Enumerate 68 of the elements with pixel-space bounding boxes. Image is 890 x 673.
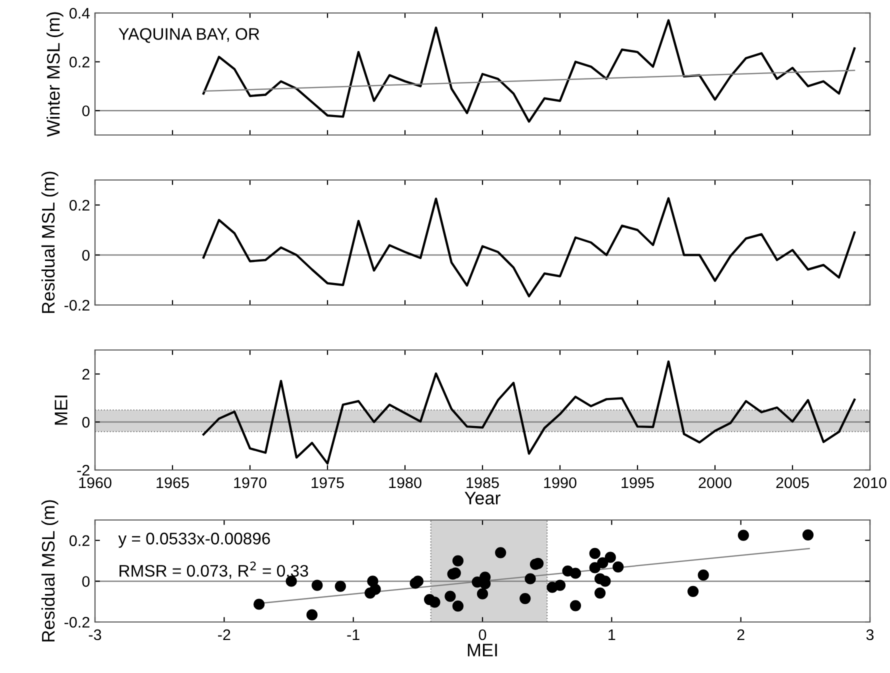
x-tick-label: 1985 bbox=[466, 477, 499, 488]
x-tick-label: 1995 bbox=[622, 477, 654, 488]
x-tick-label: 2000 bbox=[698, 477, 732, 488]
point bbox=[476, 588, 488, 600]
point bbox=[444, 590, 456, 602]
x-tick-label: 3 bbox=[866, 629, 874, 640]
y-tick-label: 0 bbox=[82, 105, 90, 116]
point bbox=[520, 592, 531, 604]
x-tick-label: 1975 bbox=[312, 477, 344, 488]
y-tick-label: -2 bbox=[77, 464, 90, 476]
x-tick-label: 2005 bbox=[776, 477, 809, 488]
point bbox=[802, 529, 814, 540]
annotation: y = 0.0533x-0.00896 bbox=[118, 532, 270, 548]
y-tick-label: 0 bbox=[82, 416, 90, 428]
point bbox=[554, 580, 566, 591]
point bbox=[412, 576, 424, 587]
y-tick-label: 2 bbox=[82, 368, 90, 380]
y-tick-label: 0 bbox=[82, 250, 90, 261]
y-axis-title: MEI bbox=[54, 396, 68, 425]
x-tick-label: 1965 bbox=[156, 477, 189, 488]
point bbox=[570, 600, 582, 612]
line-series bbox=[202, 197, 856, 298]
y-axis-title: Residual MSL (m) bbox=[41, 500, 58, 642]
x-tick-label: -3 bbox=[88, 629, 102, 640]
x-tick-label: 0 bbox=[478, 629, 486, 640]
point bbox=[589, 562, 600, 574]
point bbox=[594, 587, 606, 599]
y-tick-label: 0.2 bbox=[70, 200, 90, 211]
x-tick-label: 1 bbox=[608, 630, 616, 640]
x-tick-label: 1990 bbox=[544, 477, 576, 488]
y-tick-label: 0.2 bbox=[70, 56, 90, 68]
point bbox=[698, 570, 709, 581]
x-axis-title: MEI bbox=[468, 644, 497, 656]
x-axis-title: Year bbox=[464, 492, 500, 504]
x-tick-label: -2 bbox=[218, 629, 230, 640]
point bbox=[334, 580, 346, 592]
point bbox=[424, 594, 436, 606]
y-axis-title: Winter MSL (m) bbox=[46, 12, 64, 137]
point bbox=[600, 576, 611, 587]
point bbox=[524, 573, 536, 584]
x-tick-label: 1970 bbox=[234, 477, 266, 488]
y-tick-label: 0 bbox=[82, 576, 90, 587]
y-tick-label: -0.2 bbox=[64, 616, 90, 628]
point bbox=[253, 598, 265, 610]
y-axis-title: Residual MSL (m) bbox=[41, 172, 58, 313]
point bbox=[306, 609, 318, 620]
point bbox=[589, 548, 600, 560]
x-tick-label: 1960 bbox=[79, 477, 112, 488]
point bbox=[687, 586, 699, 597]
x-tick-label: -1 bbox=[347, 630, 360, 640]
point bbox=[312, 580, 323, 591]
x-tick-label: 2 bbox=[737, 629, 744, 640]
annotation: YAQUINA BAY, OR bbox=[118, 28, 260, 43]
point bbox=[495, 547, 506, 558]
point bbox=[562, 565, 574, 577]
point bbox=[452, 600, 464, 612]
point bbox=[612, 561, 624, 572]
point bbox=[604, 552, 616, 563]
point bbox=[370, 584, 381, 595]
point bbox=[738, 530, 749, 541]
x-tick-label: 1980 bbox=[389, 477, 422, 488]
x-tick-label: 2010 bbox=[854, 477, 886, 488]
y-tick-label: 0.2 bbox=[70, 535, 90, 546]
annotation: RMSR = 0.073, R$^{2}$ = 0.33 bbox=[120, 562, 308, 579]
point bbox=[597, 557, 608, 568]
y-tick-label: -0.2 bbox=[64, 300, 90, 311]
y-tick-label: 0.4 bbox=[70, 8, 90, 19]
point bbox=[452, 555, 464, 566]
